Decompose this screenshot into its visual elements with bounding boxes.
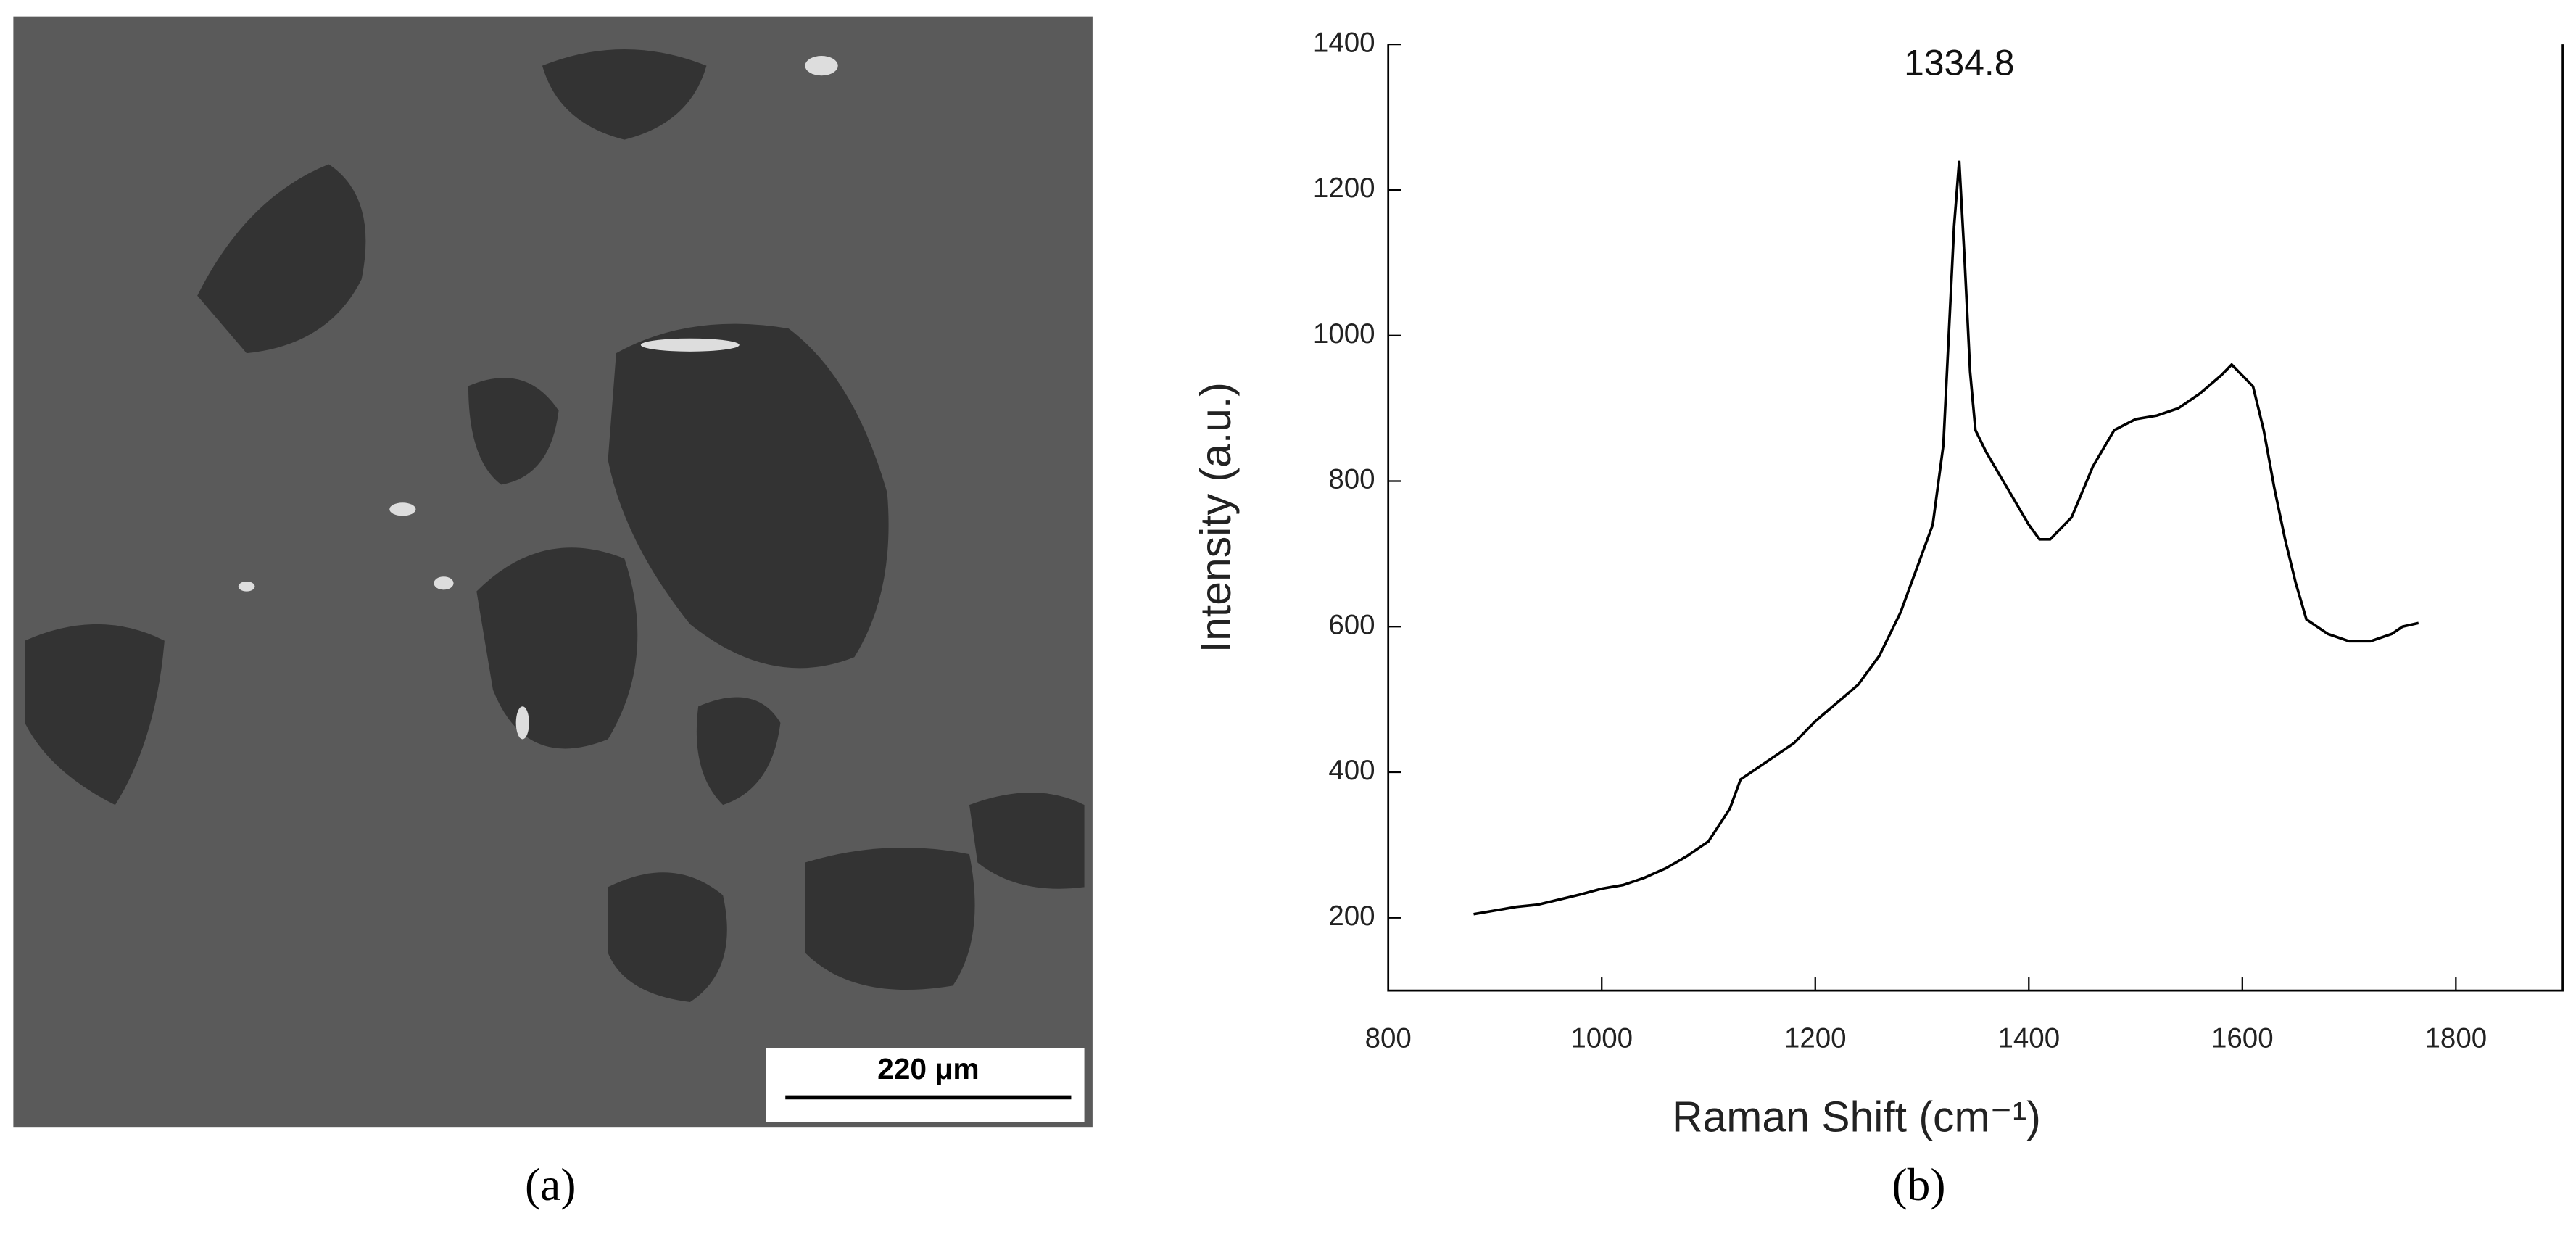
x-tick-label: 1400 <box>1997 1022 2060 1054</box>
scale-bar-label: 220 μm <box>877 1052 980 1085</box>
y-tick-label: 800 <box>1328 464 1375 495</box>
y-tick-label: 1000 <box>1313 318 1375 349</box>
chart: 200 400 600 800 1000 1200 1400 800 1000 1200 1400 1… <box>1313 27 2564 1054</box>
y-axis-label: Intensity (a.u.) <box>1193 382 1240 653</box>
sem-image: 220 μm <box>13 16 1093 1128</box>
panel-label: (a) <box>525 1159 576 1210</box>
sem-bright-specks <box>238 56 838 740</box>
y-tick-label: 200 <box>1328 901 1375 932</box>
y-tick-label: 1200 <box>1313 173 1375 204</box>
sem-dark-regions <box>25 49 1085 1003</box>
peak-annotation: 1334.8 <box>1904 43 2014 83</box>
y-tick-label: 1400 <box>1313 27 1375 58</box>
y-tick-label: 400 <box>1328 755 1375 786</box>
x-axis-label: Raman Shift (cm⁻¹) <box>1672 1094 2041 1141</box>
x-tick-label: 1000 <box>1570 1022 1633 1054</box>
spectrum-line <box>1473 160 2419 916</box>
x-tick-label: 1200 <box>1784 1022 1847 1054</box>
y-tick-label: 600 <box>1328 609 1375 640</box>
x-tick-label: 1800 <box>2425 1022 2488 1054</box>
scale-bar-box <box>766 1048 1085 1122</box>
x-tick-label: 1600 <box>2211 1022 2274 1054</box>
x-tick-label: 800 <box>1365 1022 1412 1054</box>
axis-frame <box>1387 44 2564 992</box>
panel-label: (b) <box>1892 1159 1946 1210</box>
